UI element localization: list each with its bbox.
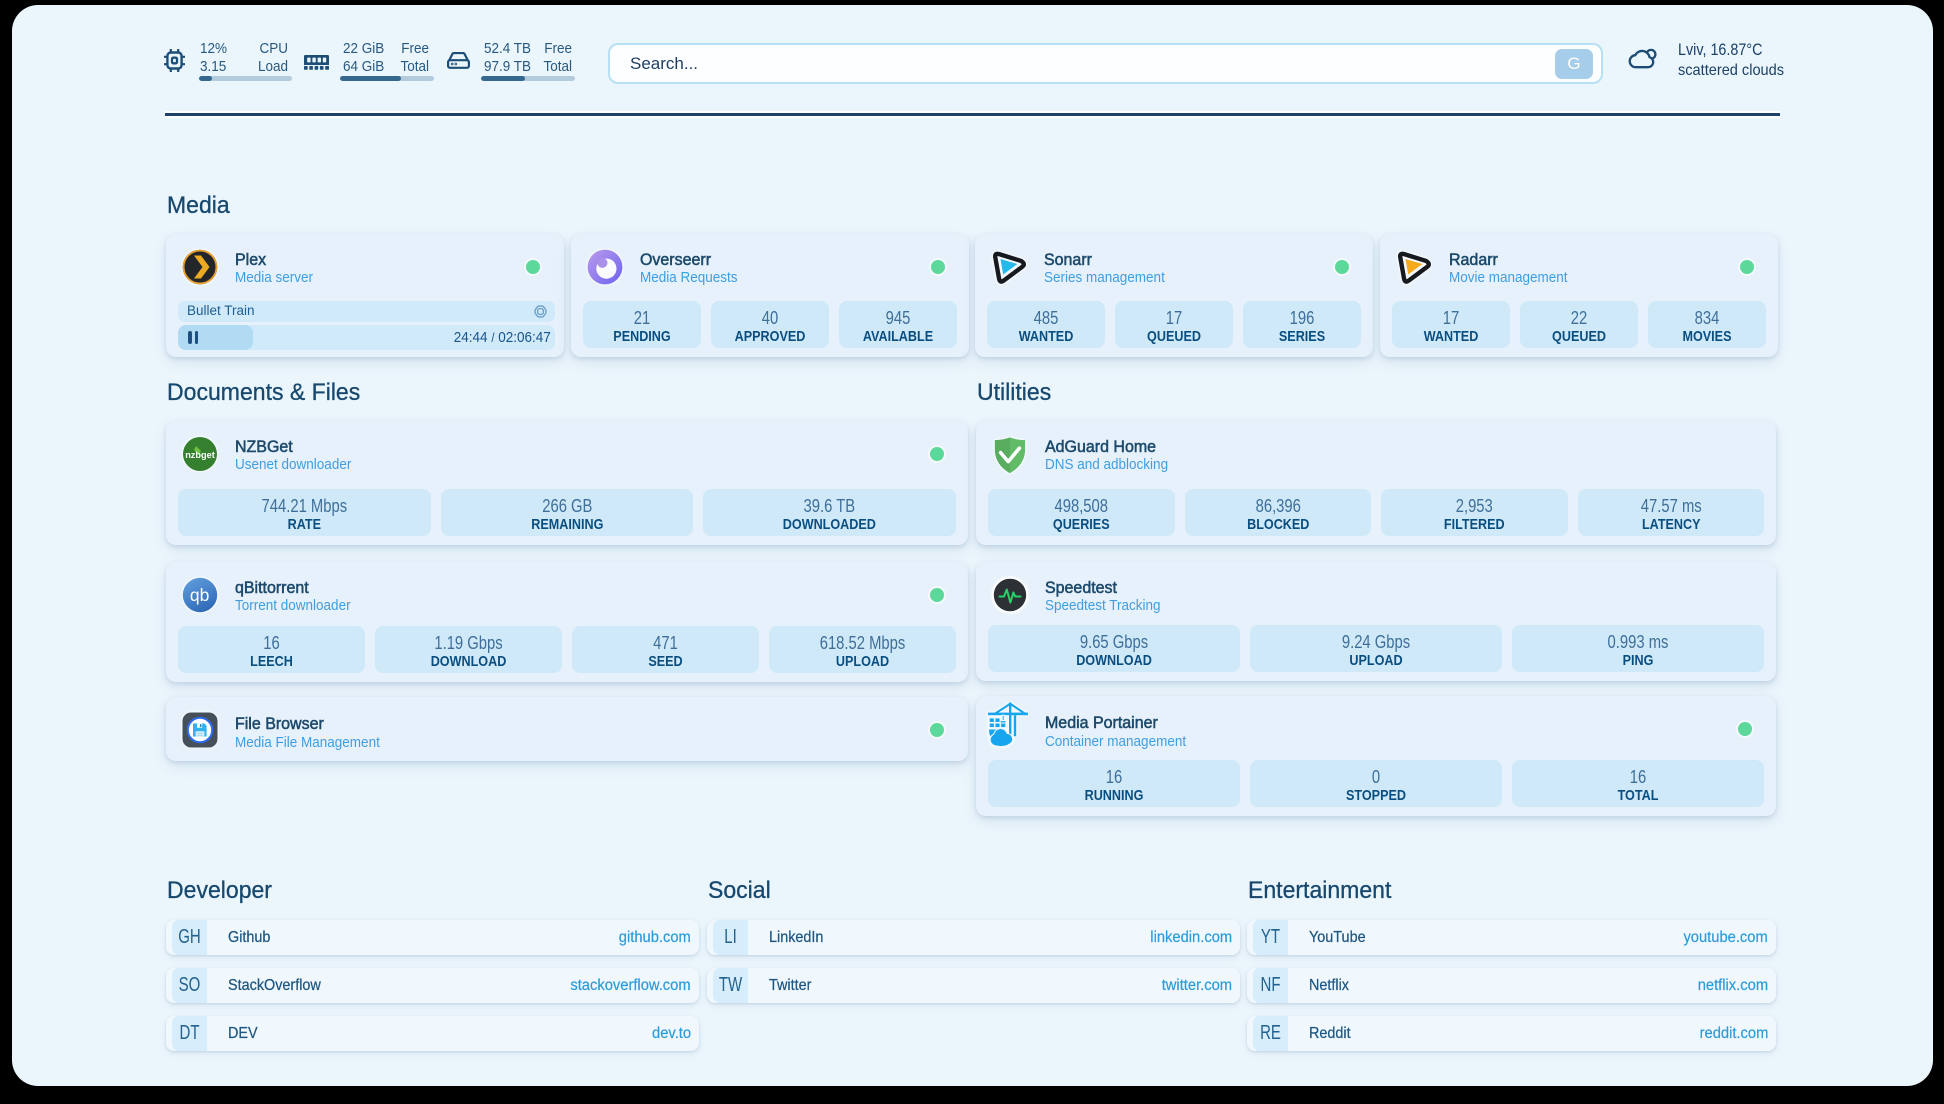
svg-text:qb: qb xyxy=(190,585,209,605)
svg-text:nzbget: nzbget xyxy=(185,450,215,460)
